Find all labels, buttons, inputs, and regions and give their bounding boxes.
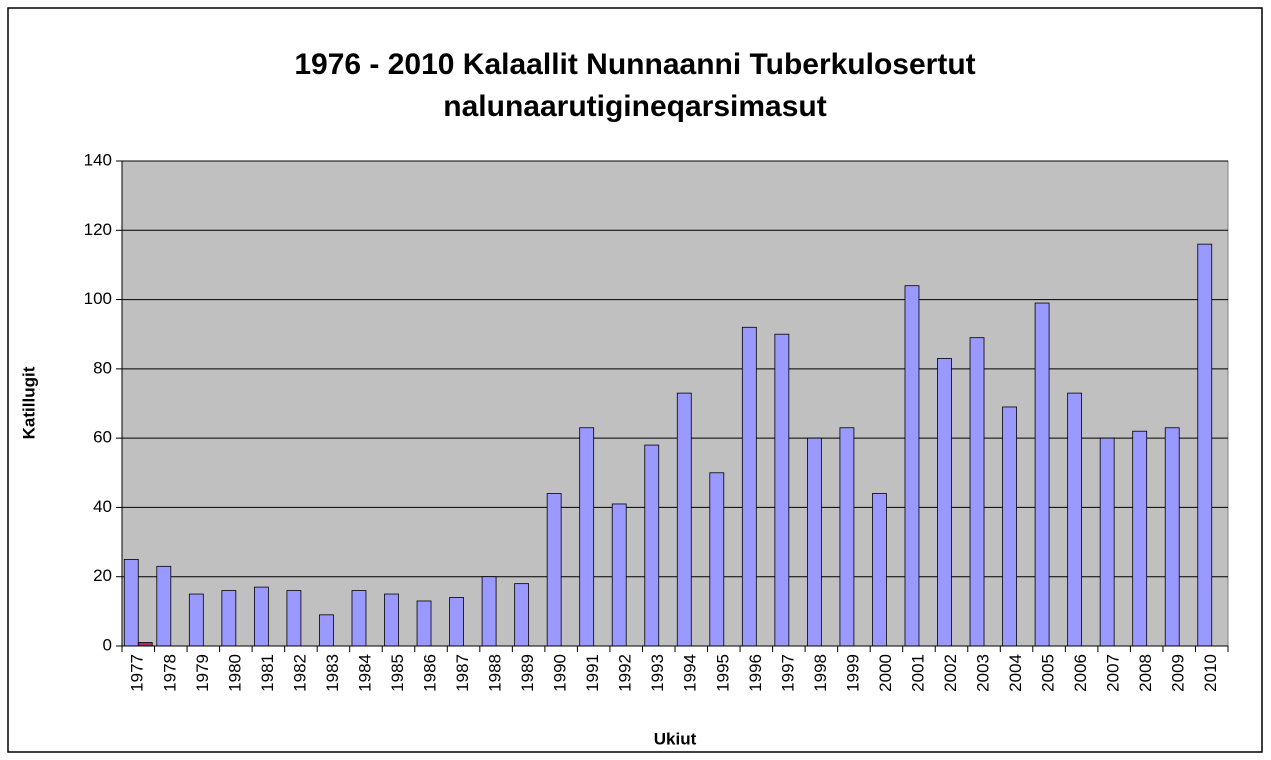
x-tick-label: 1989 [518,654,537,692]
y-tick-label: 80 [93,358,112,377]
x-tick-label: 1985 [388,654,407,692]
x-tick-label: 1999 [843,654,862,692]
x-tick-label: 1978 [160,654,179,692]
bar [286,590,302,647]
bar [676,392,692,647]
bar [319,614,334,647]
x-tick-label: 1997 [778,654,797,692]
bar [1132,430,1148,647]
y-tick-label: 140 [84,150,112,169]
y-tick-label: 100 [84,289,112,308]
bar [774,333,790,647]
bar [123,558,139,647]
x-tick-label: 2010 [1201,654,1220,692]
bar [904,285,920,647]
bar [481,576,497,647]
x-tick-label: 2001 [908,654,927,692]
bar [188,593,204,647]
bar [839,427,855,647]
x-tick-label: 1990 [551,654,570,692]
y-tick-label: 40 [93,497,112,516]
bar [1067,392,1083,647]
bar [611,503,627,647]
x-tick-label: 1992 [616,654,635,692]
bar [1002,406,1017,647]
x-tick-label: 2002 [941,654,960,692]
bar [351,590,367,647]
bar [384,593,399,647]
x-tick-label: 1995 [713,654,732,692]
x-tick-label: 1994 [681,654,700,692]
bar [579,427,595,647]
x-tick-label: 1991 [583,654,602,692]
y-tick-label: 120 [84,220,112,239]
x-tick-label: 1984 [355,654,374,692]
x-tick-label: 2004 [1006,654,1025,692]
x-tick-label: 1993 [648,654,667,692]
x-tick-label: 1998 [811,654,830,692]
x-tick-label: 1979 [193,654,212,692]
bar [806,437,822,647]
plot-area: 0 20 40 60 80 100 120 140 1977 1978 1979 1980 1981 19… [84,150,1229,692]
y-tick-label: 20 [93,566,112,585]
x-tick-label: 1996 [746,654,765,692]
bar [872,493,887,647]
x-tick-label: 2009 [1169,654,1188,692]
bar [546,493,562,647]
bar [221,590,237,647]
y-tick-label: 0 [103,635,112,654]
x-tick-label: 2007 [1104,654,1123,692]
bar [156,565,172,647]
plot-background [121,160,1229,647]
bar [253,586,269,647]
bar [741,326,757,647]
bar [644,444,660,647]
x-tick-label: 1986 [421,654,440,692]
x-tick-label: 1977 [128,654,147,692]
bar [416,600,432,647]
x-tick-label: 2006 [1071,654,1090,692]
bar [1164,427,1180,647]
x-tick-label: 2000 [876,654,895,692]
bar [449,597,464,647]
y-axis-label: Katillugit [19,366,38,439]
x-tick-label: 1980 [225,654,244,692]
x-tick-label: 2003 [974,654,993,692]
x-tick-label: 1982 [290,654,309,692]
bar [969,337,985,647]
bar [937,358,952,647]
bar [514,583,530,647]
x-tick-label: 1988 [486,654,505,692]
bar [1197,243,1213,647]
bar [709,472,725,647]
x-tick-label: 2008 [1136,654,1155,692]
bar [137,642,153,647]
x-tick-label: 1987 [453,654,472,692]
x-tick-label: 1981 [258,654,277,692]
x-tick-label: 2005 [1039,654,1058,692]
y-tick-label: 60 [93,428,112,447]
x-tick-label: 1983 [323,654,342,692]
bar [1034,302,1050,647]
x-axis-label: Ukiut [654,729,697,748]
chart-title: 1976 - 2010 Kalaallit Nunnaanni Tuberkul… [294,48,976,123]
bar [1099,437,1115,647]
